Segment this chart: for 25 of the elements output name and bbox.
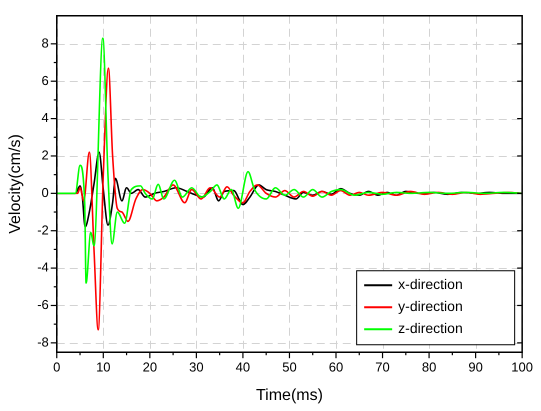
x-tick-label: 10 — [96, 360, 111, 375]
y-tick-label: 0 — [42, 184, 49, 200]
x-axis-title: Time(ms) — [256, 386, 323, 404]
x-tick-label: 30 — [189, 360, 204, 375]
y-tick-label: 4 — [42, 110, 49, 126]
x-tick-label: 50 — [282, 360, 297, 375]
y-tick-label: 2 — [42, 148, 49, 163]
legend-label: z-direction — [398, 320, 463, 336]
legend-label: y-direction — [398, 298, 463, 314]
x-tick-label: 70 — [375, 360, 390, 375]
x-tick-label: 90 — [468, 360, 483, 375]
y-tick-label: -2 — [37, 222, 49, 238]
y-axis-title: Velocity(cm/s) — [7, 134, 24, 234]
x-tick-label: 60 — [328, 360, 344, 375]
y-tick-label: -8 — [37, 334, 49, 350]
x-tick-label: 20 — [142, 360, 158, 375]
y-tick-label: 6 — [42, 72, 49, 88]
legend-label: x-direction — [398, 276, 463, 292]
y-tick-label: 8 — [42, 35, 49, 50]
x-tick-label: 0 — [53, 360, 60, 375]
x-tick-label: 100 — [511, 360, 534, 375]
y-tick-label: -6 — [37, 297, 49, 312]
x-tick-label: 80 — [422, 360, 436, 375]
x-tick-label: 40 — [236, 360, 250, 375]
y-tick-label: -4 — [37, 260, 49, 275]
